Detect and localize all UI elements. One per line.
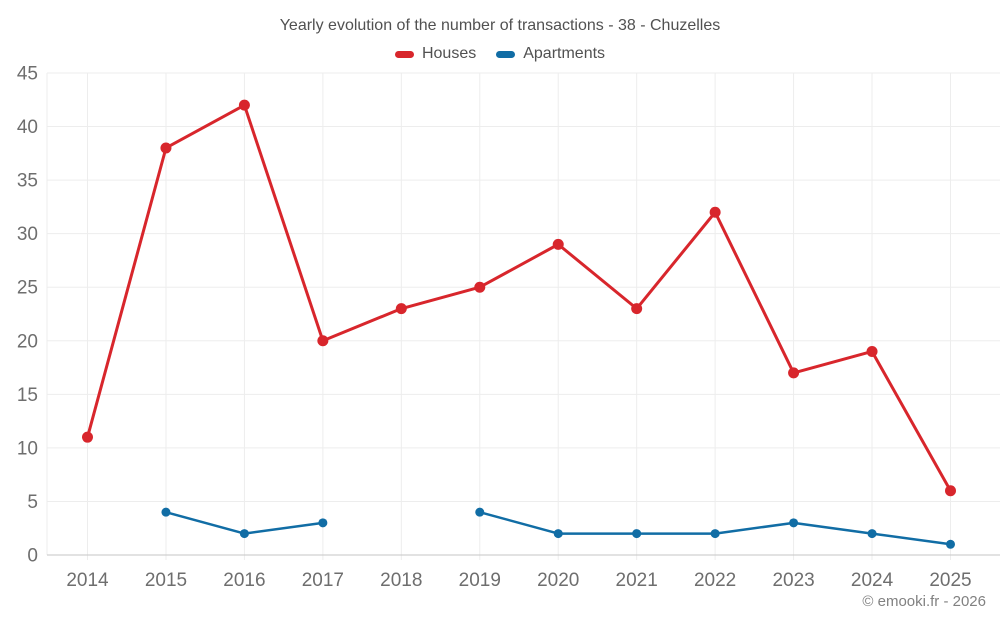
data-point-houses[interactable]	[709, 206, 721, 218]
y-axis-tick-label: 30	[17, 224, 38, 245]
chart-legend: Houses Apartments	[0, 45, 1000, 63]
data-point-apartments[interactable]	[161, 507, 171, 517]
y-axis-tick-label: 25	[17, 278, 38, 299]
x-axis-tick-label: 2015	[145, 570, 187, 591]
data-point-apartments[interactable]	[239, 529, 249, 539]
data-point-apartments[interactable]	[867, 529, 877, 539]
y-axis-tick-label: 20	[17, 331, 38, 352]
data-point-houses[interactable]	[552, 238, 564, 250]
x-axis-tick-label: 2022	[694, 570, 736, 591]
apartments-series-swatch-icon	[496, 50, 516, 58]
data-point-apartments[interactable]	[710, 529, 720, 539]
data-point-houses[interactable]	[82, 431, 93, 443]
data-point-houses[interactable]	[945, 485, 956, 497]
data-point-houses[interactable]	[866, 345, 878, 357]
data-point-houses[interactable]	[160, 142, 172, 154]
y-axis-tick-label: 10	[17, 438, 38, 459]
y-axis-tick-label: 15	[17, 385, 38, 406]
x-axis-tick-label: 2025	[929, 570, 971, 591]
x-axis-tick-label: 2018	[380, 570, 422, 591]
data-point-houses[interactable]	[474, 281, 486, 293]
copyright-credit: © emooki.fr - 2026	[862, 593, 986, 610]
y-axis-tick-label: 40	[17, 117, 38, 138]
series-line-houses	[86, 103, 952, 493]
data-point-apartments[interactable]	[946, 539, 955, 549]
x-axis-tick-label: 2024	[851, 570, 894, 591]
data-point-houses[interactable]	[238, 99, 250, 111]
legend-label-apartments: Apartments	[523, 45, 606, 62]
data-point-apartments[interactable]	[632, 529, 642, 539]
data-point-houses[interactable]	[317, 335, 329, 347]
y-axis-tick-label: 0	[27, 546, 38, 567]
y-axis-tick-label: 45	[17, 64, 38, 85]
x-axis-tick-label: 2021	[616, 570, 658, 591]
x-axis-tick-label: 2020	[537, 570, 579, 591]
houses-series-swatch-icon	[394, 50, 414, 58]
data-point-apartments[interactable]	[553, 529, 563, 539]
x-axis-tick-label: 2017	[302, 570, 344, 591]
x-axis-tick-label: 2023	[772, 570, 814, 591]
data-point-houses[interactable]	[788, 367, 800, 379]
legend-label-houses: Houses	[421, 45, 477, 62]
legend-item-houses[interactable]: Houses	[394, 45, 477, 63]
data-point-apartments[interactable]	[318, 518, 328, 528]
data-point-apartments[interactable]	[475, 507, 485, 517]
x-axis-tick-label: 2019	[459, 570, 501, 591]
data-point-houses[interactable]	[395, 303, 407, 315]
data-point-apartments[interactable]	[789, 518, 799, 528]
chart-title: Yearly evolution of the number of transa…	[279, 17, 721, 34]
y-axis-tick-label: 35	[17, 171, 38, 192]
x-axis-tick-label: 2016	[223, 570, 265, 591]
x-axis-tick-label: 2014	[66, 570, 109, 591]
y-axis-tick-label: 5	[27, 492, 38, 513]
legend-item-apartments[interactable]: Apartments	[496, 45, 605, 63]
data-point-houses[interactable]	[631, 303, 643, 315]
